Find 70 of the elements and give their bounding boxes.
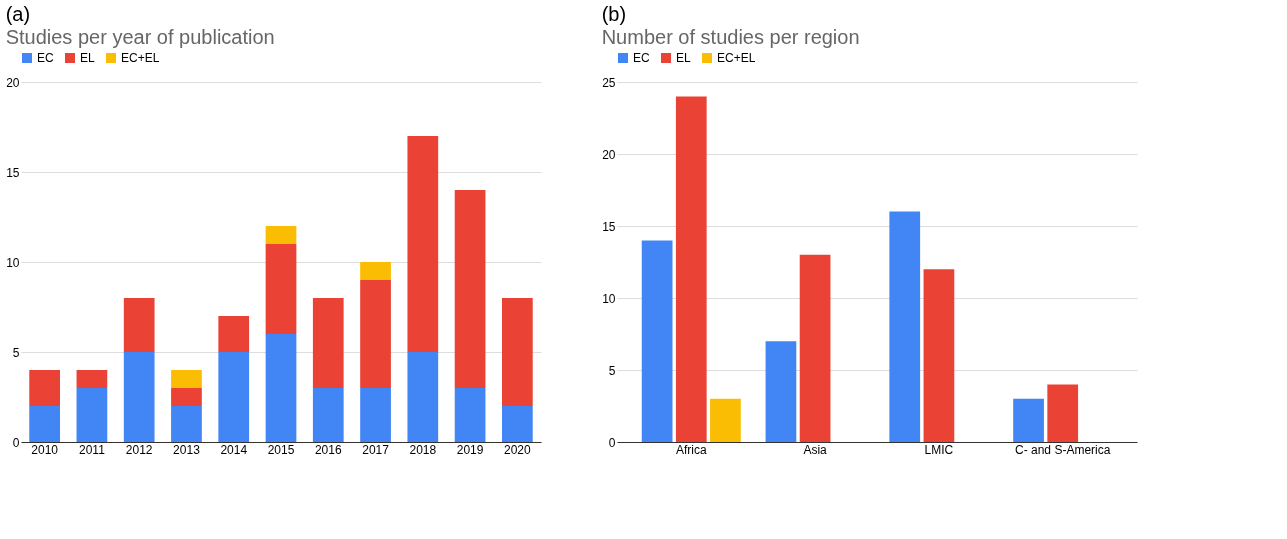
bar (218, 352, 250, 442)
bar (123, 298, 155, 352)
y-tick-label: 10 (602, 291, 616, 306)
bar (1013, 398, 1044, 442)
x-tick-label: C- and S-America (1015, 442, 1111, 457)
x-tick-label: 2018 (409, 442, 437, 457)
y-tick-label: 0 (12, 435, 20, 450)
bar (641, 240, 673, 442)
bar (360, 280, 391, 388)
bar (765, 341, 797, 442)
y-tick-label: 15 (602, 219, 616, 234)
x-tick-label: 2016 (314, 442, 342, 457)
bar (29, 370, 60, 406)
chart-title: (b) (601, 3, 627, 25)
bar (76, 388, 108, 442)
bar (360, 262, 391, 280)
y-tick-label: 25 (602, 75, 616, 90)
bar (923, 269, 955, 442)
x-tick-label: 2010 (31, 442, 59, 457)
bar (407, 352, 439, 442)
x-tick-label: Asia (803, 442, 828, 457)
bar (265, 226, 297, 244)
y-tick-label: 5 (12, 345, 20, 360)
bar (407, 136, 439, 352)
legend-label: EC+EL (717, 51, 756, 65)
legend-label: EL (80, 51, 95, 65)
x-tick-label: 2013 (173, 442, 201, 457)
legend-label: EC (633, 51, 650, 65)
bar (76, 370, 108, 388)
x-tick-label: Africa (675, 442, 707, 457)
y-tick-label: 10 (6, 255, 20, 270)
y-tick-label: 5 (608, 363, 616, 378)
bar (171, 388, 202, 406)
x-tick-label: 2014 (220, 442, 248, 457)
x-tick-label: LMIC (924, 442, 954, 457)
bar (360, 388, 391, 442)
bar (312, 298, 344, 388)
bar (218, 316, 250, 352)
bar (799, 254, 831, 442)
x-tick-label: 2020 (504, 442, 532, 457)
y-tick-label: 0 (608, 435, 616, 450)
bar (265, 334, 297, 442)
chart-title: (a) (5, 3, 31, 25)
bar (265, 244, 297, 334)
y-tick-label: 20 (6, 75, 20, 90)
x-tick-label: 2015 (267, 442, 295, 457)
bar (889, 211, 921, 442)
bar (454, 190, 486, 388)
chart-subtitle: Studies per year of publication (5, 26, 275, 48)
bar (171, 406, 202, 442)
x-tick-label: 2011 (79, 442, 106, 457)
x-tick-label: 2012 (125, 442, 153, 457)
x-tick-label: 2019 (456, 442, 484, 457)
bar (1047, 384, 1079, 442)
bar (312, 388, 344, 442)
y-tick-label: 20 (602, 147, 616, 162)
bar (502, 406, 533, 442)
bar (29, 406, 60, 442)
bar (171, 370, 202, 388)
legend-label: EC (37, 51, 54, 65)
legend-label: EL (676, 51, 691, 65)
bar (123, 352, 155, 442)
legend-label: EC+EL (121, 51, 160, 65)
bar (502, 298, 533, 406)
bar (454, 388, 486, 442)
bar (710, 398, 741, 442)
bar (675, 96, 707, 442)
x-tick-label: 2017 (362, 442, 390, 457)
y-tick-label: 15 (6, 165, 20, 180)
chart-subtitle: Number of studies per region (601, 26, 860, 48)
